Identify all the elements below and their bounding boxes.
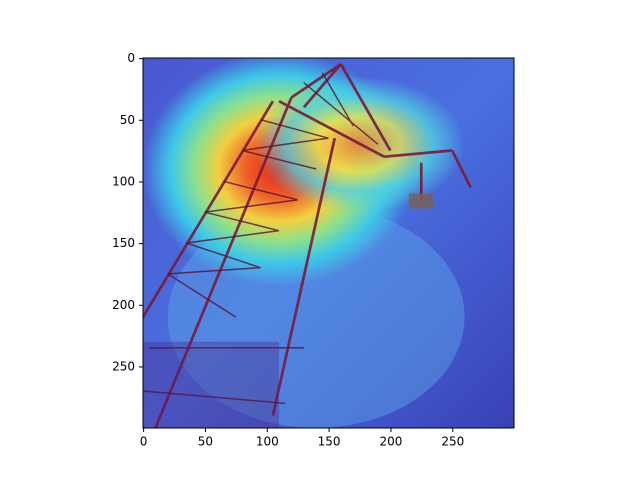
y-tick-label: 250 [112,359,135,373]
image [143,58,514,428]
y-tick-label: 50 [120,113,135,127]
y-tick-label: 0 [127,51,135,65]
x-tick-label: 100 [256,435,279,449]
y-tick-label: 150 [112,236,135,250]
x-tick-label: 250 [441,435,464,449]
x-tick-label: 0 [140,435,148,449]
y-tick-label: 100 [112,174,135,188]
x-tick-label: 200 [379,435,402,449]
x-tick-label: 150 [318,435,341,449]
y-tick-label: 200 [112,298,135,312]
x-tick-label: 50 [198,435,213,449]
axes-frame [142,57,515,429]
